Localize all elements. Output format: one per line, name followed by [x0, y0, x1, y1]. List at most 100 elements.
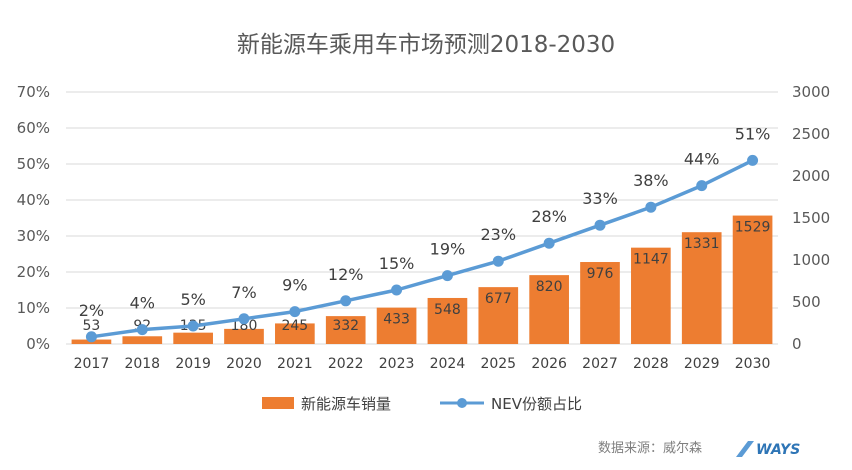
line-point — [238, 313, 250, 325]
line-value-label: 23% — [481, 225, 517, 244]
line-point — [136, 324, 148, 336]
line-value-label: 7% — [231, 283, 256, 302]
line-point — [543, 237, 555, 249]
legend-bar-label: 新能源车销量 — [301, 395, 391, 413]
ways-logo-icon — [736, 441, 754, 457]
bar — [427, 297, 468, 344]
gridlines — [66, 91, 778, 309]
left-tick-label: 30% — [17, 227, 50, 245]
legend-line-marker — [457, 398, 467, 408]
bar — [275, 323, 315, 344]
bar — [732, 215, 773, 344]
bar-value-label: 245 — [281, 318, 308, 334]
x-axis: 2017 2018 2019 2020 2021 2022 2023 2024 2025 2026… — [74, 356, 771, 372]
source-note: 数据来源：威尔森 — [598, 441, 702, 456]
line-value-label: 2% — [79, 301, 104, 320]
left-tick-label: 60% — [17, 119, 50, 137]
line-value-label: 38% — [633, 171, 669, 190]
line-labels: 2% 4% 5% 7% 9% 12% 15% 19% 23% 28% 33% 38% 44% 51% — [79, 124, 771, 319]
bar-value-label: 1147 — [633, 252, 669, 268]
x-tick-label: 2029 — [684, 356, 720, 372]
x-tick-label: 2018 — [124, 356, 160, 372]
x-tick-label: 2026 — [531, 356, 567, 372]
ways-logo: WAYS — [736, 441, 800, 458]
line-value-label: 4% — [130, 294, 155, 313]
line-point — [340, 295, 352, 307]
x-tick-label: 2021 — [277, 356, 313, 372]
legend-bar-swatch — [262, 397, 294, 409]
bar — [580, 262, 620, 344]
line-point — [85, 331, 97, 343]
bar-value-label: 548 — [434, 302, 461, 318]
line-point — [289, 306, 301, 318]
x-tick-label: 2030 — [735, 356, 771, 372]
bar — [224, 328, 264, 344]
legend-line-label: NEV份额占比 — [491, 395, 582, 413]
line-series — [85, 154, 759, 343]
right-tick-label: 1500 — [792, 209, 830, 227]
right-tick-label: 0 — [792, 335, 802, 353]
x-tick-label: 2024 — [430, 356, 466, 372]
bar — [529, 275, 569, 344]
left-tick-label: 70% — [17, 83, 50, 101]
left-tick-label: 0% — [26, 335, 50, 353]
bar — [173, 332, 213, 344]
bar-labels: 5392135180245332433548677820976114713311… — [83, 220, 771, 334]
x-tick-label: 2017 — [74, 356, 110, 372]
bar — [681, 232, 722, 344]
line-value-label: 5% — [180, 290, 205, 309]
line-point — [645, 201, 657, 213]
line-point — [696, 180, 708, 192]
bar-value-label: 53 — [83, 318, 101, 334]
bar-value-label: 1331 — [684, 236, 720, 252]
line-value-label: 12% — [328, 265, 364, 284]
bar — [478, 287, 519, 344]
bar-value-label: 976 — [587, 266, 614, 282]
bar-value-label: 677 — [485, 291, 512, 307]
line-point — [441, 270, 453, 282]
left-axis: 0% 10% 20% 30% 40% 50% 60% 70% — [17, 83, 50, 353]
left-tick-label: 40% — [17, 191, 50, 209]
bar-value-label: 332 — [332, 318, 359, 334]
bar-value-label: 1529 — [735, 220, 771, 236]
left-tick-label: 20% — [17, 263, 50, 281]
bar — [122, 336, 163, 344]
bar-value-label: 433 — [383, 312, 410, 328]
bar — [325, 316, 366, 344]
x-tick-label: 2019 — [175, 356, 211, 372]
bar-value-label: 820 — [536, 279, 563, 295]
line-value-label: 28% — [531, 207, 567, 226]
bar-series — [71, 215, 773, 344]
ways-logo-text: WAYS — [756, 442, 800, 458]
line-point — [747, 154, 759, 166]
share-line — [91, 158, 754, 339]
right-tick-label: 1000 — [792, 251, 830, 269]
right-tick-label: 2500 — [792, 125, 830, 143]
bar-value-label: 180 — [231, 318, 258, 334]
x-tick-label: 2022 — [328, 356, 364, 372]
right-axis: 0 500 1000 1500 2000 2500 3000 — [792, 83, 830, 353]
line-point — [187, 320, 199, 332]
x-tick-label: 2023 — [379, 356, 415, 372]
left-tick-label: 50% — [17, 155, 50, 173]
left-tick-label: 10% — [17, 299, 50, 317]
x-tick-label: 2025 — [480, 356, 516, 372]
x-tick-label: 2027 — [582, 356, 618, 372]
right-tick-label: 2000 — [792, 167, 830, 185]
line-value-label: 44% — [684, 150, 720, 169]
line-point — [391, 284, 403, 296]
bar — [631, 247, 671, 344]
right-tick-label: 3000 — [792, 83, 830, 101]
line-value-label: 33% — [582, 189, 618, 208]
line-value-label: 51% — [735, 124, 771, 143]
right-tick-label: 500 — [792, 293, 821, 311]
line-value-label: 19% — [430, 240, 466, 259]
x-tick-label: 2028 — [633, 356, 669, 372]
line-point — [492, 255, 504, 267]
line-value-label: 15% — [379, 254, 415, 273]
chart-title: 新能源车乘用车市场预测2018-2030 — [237, 32, 615, 58]
line-point — [594, 219, 606, 231]
legend: 新能源车销量 NEV份额占比 — [262, 395, 582, 413]
bar — [376, 307, 417, 344]
